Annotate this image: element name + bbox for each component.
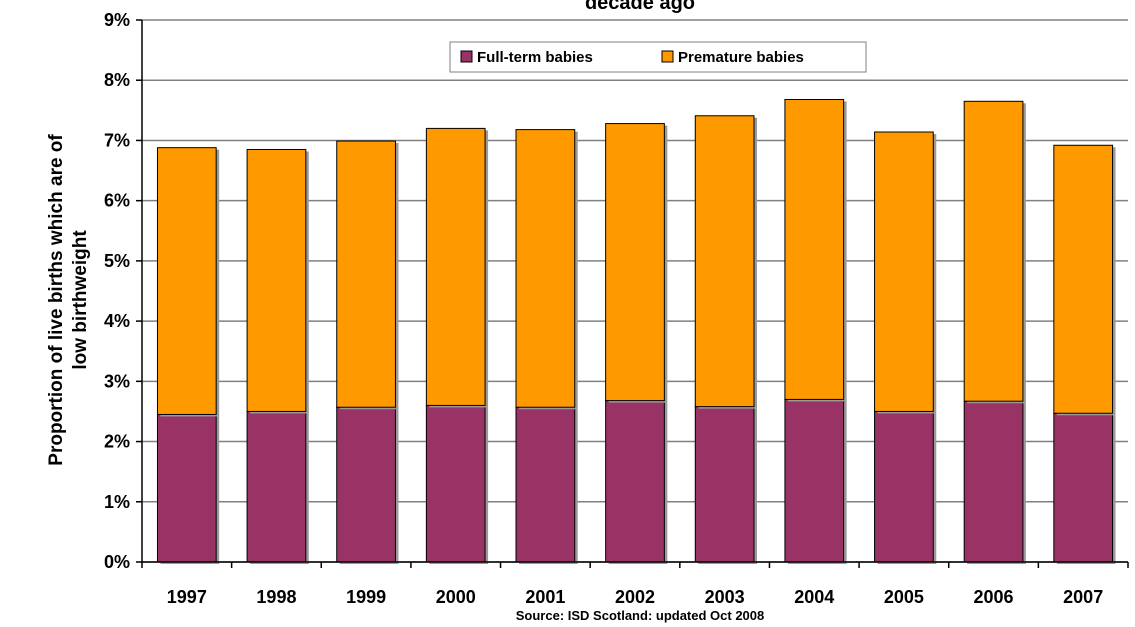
y-tick-label: 6% (104, 191, 130, 211)
bar-premature-1997 (156, 147, 217, 415)
bar-premature-2006 (963, 100, 1024, 402)
legend-label-full-term: Full-term babies (477, 49, 593, 66)
x-tick-label-2007: 2007 (1063, 587, 1103, 607)
legend: Full-term babies Premature babies (449, 41, 867, 73)
legend-swatch-full-term (460, 50, 473, 63)
bars (156, 98, 1116, 564)
y-tick-label: 7% (104, 130, 130, 150)
x-tick-labels: 1997 1998 1999 2000 2001 2002 2003 2004 2005 2006… (167, 587, 1103, 607)
y-tick-label: 4% (104, 311, 130, 331)
y-tick-label: 8% (104, 70, 130, 90)
x-tick-label-2006: 2006 (974, 587, 1014, 607)
y-axis-title-line-2: low birthweight (70, 230, 91, 370)
x-tick-label-1998: 1998 (256, 587, 296, 607)
x-tick-label-1997: 1997 (167, 587, 207, 607)
y-tick-label: 0% (104, 552, 130, 572)
bar-full-term-2006 (963, 400, 1024, 563)
x-tick-label-2001: 2001 (525, 587, 565, 607)
legend-label-premature: Premature babies (678, 49, 804, 66)
bar-premature-2000 (425, 127, 486, 406)
bar-full-term-2001 (515, 406, 576, 563)
bar-full-term-2005 (874, 410, 934, 563)
bar-full-term-2000 (425, 404, 486, 563)
bar-premature-1998 (246, 148, 307, 412)
bar-full-term-1997 (156, 413, 217, 563)
bar-full-term-1998 (246, 410, 307, 563)
x-tick-label-2005: 2005 (884, 587, 924, 607)
x-tick-label-1999: 1999 (346, 587, 386, 607)
x-tick-label-2002: 2002 (615, 587, 655, 607)
y-tick-label: 3% (104, 371, 130, 391)
y-tick-label: 5% (104, 251, 130, 271)
chart-title: decade ago (585, 0, 695, 14)
bar-full-term-2003 (694, 406, 755, 563)
y-tick-label: 1% (104, 492, 130, 512)
y-axis-title-line-1: Proportion of live births which are of (46, 134, 67, 466)
axes (136, 19, 1129, 568)
bar-full-term-2004 (784, 398, 845, 563)
bar-full-term-2007 (1053, 412, 1114, 563)
bar-premature-2001 (515, 129, 576, 408)
y-tick-label: 2% (104, 432, 130, 452)
bar-premature-2005 (874, 131, 934, 412)
x-tick-label-2003: 2003 (705, 587, 745, 607)
x-tick-label-2004: 2004 (794, 587, 834, 607)
legend-box (449, 41, 867, 73)
bar-premature-2003 (694, 115, 755, 408)
y-tick-label: 9% (104, 10, 130, 30)
bar-premature-2004 (784, 98, 845, 400)
legend-swatch-premature (661, 50, 674, 63)
bar-premature-2007 (1053, 144, 1114, 414)
bar-full-term-2002 (605, 400, 665, 563)
bar-premature-2002 (605, 123, 665, 402)
bar-full-term-1999 (336, 406, 396, 563)
bar-premature-1999 (336, 140, 396, 408)
y-tick-labels: 0% 1% 2% 3% 4% 5% 6% 7% 8% 9% (104, 10, 130, 572)
source-note: Source: ISD Scotland: updated Oct 2008 (516, 608, 765, 623)
x-tick-label-2000: 2000 (436, 587, 476, 607)
